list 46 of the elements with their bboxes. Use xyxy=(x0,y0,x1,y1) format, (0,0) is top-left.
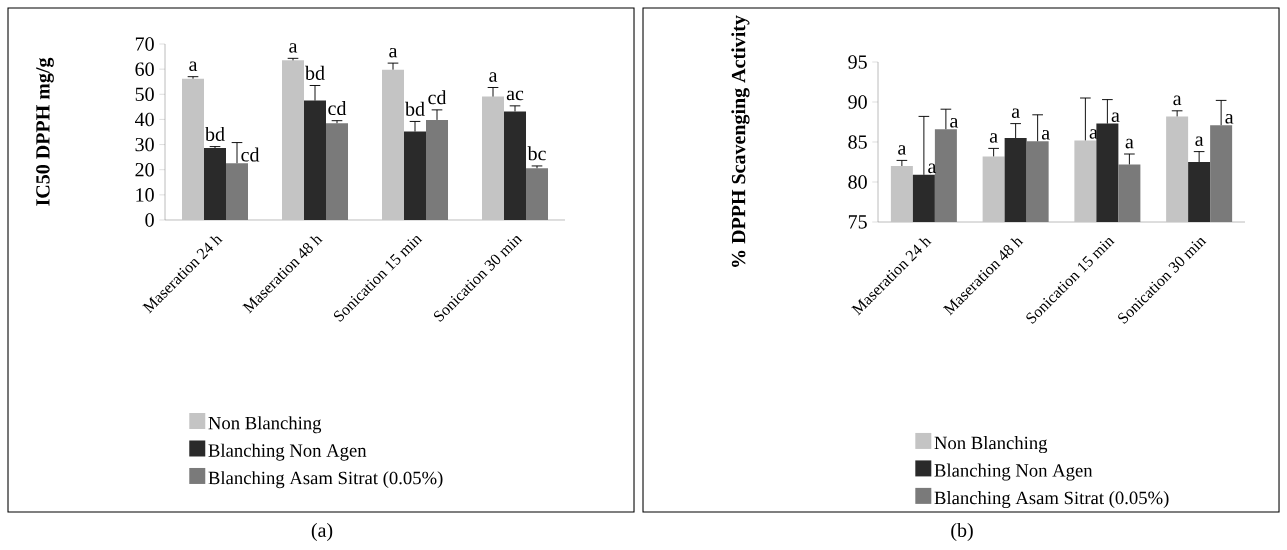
text: (b) xyxy=(951,522,973,542)
data-label: a xyxy=(989,133,998,143)
data-label: a xyxy=(1011,108,1020,118)
y-tick-label: 30 xyxy=(135,137,154,152)
data-label: cd xyxy=(241,147,260,162)
data-label: a xyxy=(898,145,907,155)
y-axis-title: % DPPH Scavenging Activity xyxy=(731,15,750,267)
y-tick-label: 50 xyxy=(135,87,154,102)
data-label: bd xyxy=(205,126,225,141)
legend-label: Blanching Asam Sitrat (0.05%) xyxy=(934,491,1169,509)
y-tick-label: 0 xyxy=(145,213,154,227)
data-label: a xyxy=(289,43,298,53)
legend-label: Blanching Non Agen xyxy=(208,443,367,461)
data-label: a xyxy=(950,118,959,128)
data-label: a xyxy=(189,61,198,72)
legend-label: Blanching Non Agen xyxy=(934,463,1093,481)
data-label: bd xyxy=(305,65,325,80)
y-tick-label: 85 xyxy=(848,135,867,149)
y-tick-label: 10 xyxy=(136,188,154,202)
y-tick-label: 40 xyxy=(135,112,154,127)
data-label: cd xyxy=(428,90,447,105)
data-label: a xyxy=(1173,95,1182,106)
data-label: bd xyxy=(405,101,425,116)
text: (a) xyxy=(311,522,333,542)
y-tick-label: 20 xyxy=(135,162,154,177)
data-label: bc xyxy=(527,146,546,161)
data-label: ac xyxy=(506,90,524,101)
data-label: a xyxy=(1041,130,1050,140)
y-tick-label: 90 xyxy=(848,95,867,109)
data-label: a xyxy=(1125,138,1134,149)
legend-label: Non Blanching xyxy=(208,416,322,434)
data-label: a xyxy=(1111,112,1120,122)
y-tick-label: 95 xyxy=(848,55,867,69)
data-label: a xyxy=(489,72,498,82)
y-axis-title: IC50 DPPH mg/g xyxy=(36,57,54,206)
legend-label: Non Blanching xyxy=(934,436,1048,454)
data-label: a xyxy=(1195,136,1204,146)
data-label: a xyxy=(1225,114,1234,124)
data-label: a xyxy=(389,47,398,58)
y-tick-label: 60 xyxy=(135,62,154,76)
data-label: a xyxy=(928,163,937,174)
legend-label: Blanching Asam Sitrat (0.05%) xyxy=(208,471,443,489)
y-tick-label: 80 xyxy=(848,175,867,189)
data-label: cd xyxy=(328,101,347,116)
y-tick-label: 75 xyxy=(848,215,867,229)
y-tick-label: 70 xyxy=(135,37,154,51)
